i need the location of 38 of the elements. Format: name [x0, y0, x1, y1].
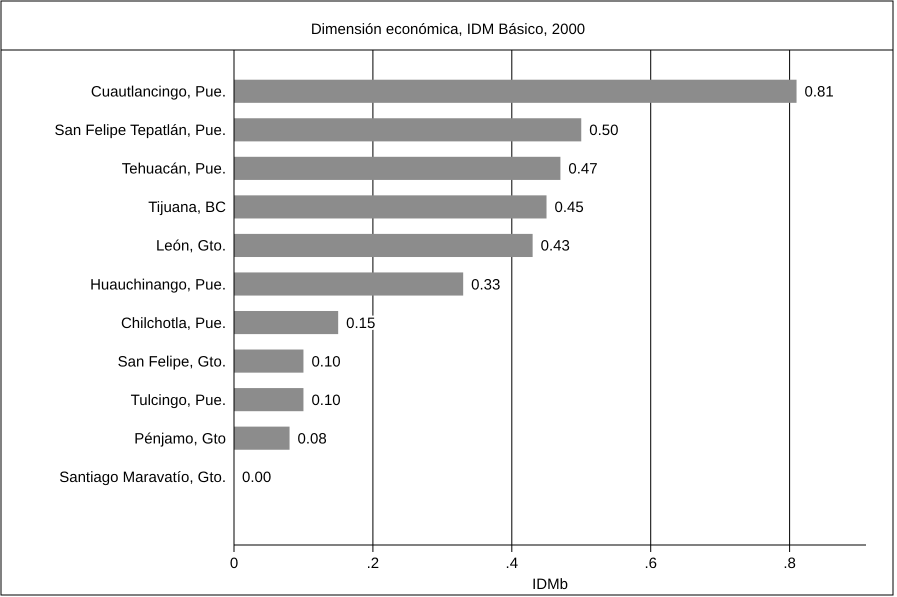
y-tick-label: San Felipe Tepatlán, Pue. — [54, 122, 226, 140]
data-label: 0.33 — [471, 276, 500, 294]
y-tick-label: Tehuacán, Pue. — [122, 160, 226, 178]
x-tick-label: .4 — [506, 555, 518, 572]
bar — [234, 234, 533, 258]
y-tick-label: Santiago Maravatío, Gto. — [59, 468, 226, 486]
bar — [234, 118, 582, 142]
y-tick-label: Pénjamo, Gto — [134, 430, 226, 448]
bar — [234, 80, 797, 103]
y-tick-label: Tijuana, BC — [148, 199, 226, 216]
bar — [234, 350, 304, 373]
data-label: 0.45 — [554, 199, 584, 216]
data-label: 0.50 — [589, 122, 618, 140]
bar — [234, 310, 338, 334]
x-tick-label: .8 — [783, 555, 796, 572]
y-tick-label: Huauchinango, Pue. — [90, 276, 226, 294]
y-tick-label: León, Gto. — [156, 238, 226, 255]
data-label: 0.08 — [298, 430, 327, 448]
y-tick-label: Cuautlancingo, Pue. — [90, 84, 226, 101]
data-label: 0.43 — [540, 238, 570, 255]
x-tick-label: .6 — [644, 555, 657, 572]
y-tick-label: Chilchotla, Pue. — [120, 314, 226, 332]
data-label: 0.00 — [242, 468, 272, 486]
bar — [234, 388, 304, 412]
y-tick-label: San Felipe, Gto. — [118, 353, 226, 370]
data-label: 0.81 — [804, 84, 834, 101]
bar — [234, 156, 560, 180]
y-tick-label: Tulcingo, Pue. — [130, 392, 226, 409]
bar — [234, 195, 547, 218]
chart-title: Dimensión económica, IDM Básico, 2000 — [310, 21, 586, 38]
bar — [234, 426, 290, 450]
data-label: 0.47 — [568, 160, 598, 178]
data-label: 0.10 — [311, 392, 341, 409]
bar — [234, 272, 464, 296]
x-axis-title: IDMb — [532, 576, 568, 593]
x-tick-label: 0 — [230, 555, 238, 572]
data-label: 0.10 — [311, 353, 341, 370]
x-tick-label: .2 — [366, 555, 380, 572]
